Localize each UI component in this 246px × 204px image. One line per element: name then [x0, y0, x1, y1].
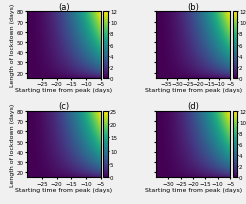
- Title: (d): (d): [187, 102, 199, 111]
- X-axis label: Starting time from peak (days): Starting time from peak (days): [145, 187, 242, 192]
- Y-axis label: Length of lockdown (days): Length of lockdown (days): [10, 4, 15, 87]
- X-axis label: Starting time from peak (days): Starting time from peak (days): [145, 88, 242, 93]
- Title: (a): (a): [58, 2, 70, 11]
- X-axis label: Starting time from peak (days): Starting time from peak (days): [15, 88, 113, 93]
- Y-axis label: Length of lockdown (days): Length of lockdown (days): [10, 103, 15, 186]
- X-axis label: Starting time from peak (days): Starting time from peak (days): [15, 187, 113, 192]
- Title: (b): (b): [187, 2, 199, 11]
- Title: (c): (c): [59, 102, 70, 111]
